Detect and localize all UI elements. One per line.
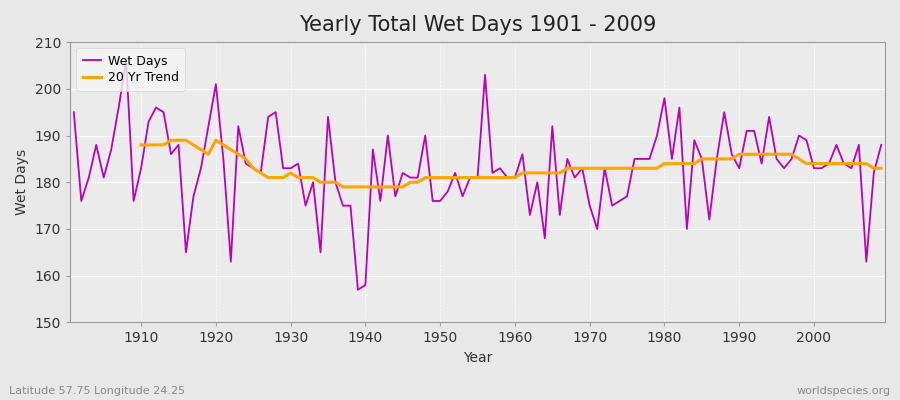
Wet Days	[614, 198, 625, 203]
20 Yr Trend	[338, 184, 348, 189]
20 Yr Trend	[285, 170, 296, 175]
Line: 20 Yr Trend: 20 Yr Trend	[141, 140, 881, 187]
Wet Days	[136, 166, 147, 171]
20 Yr Trend	[876, 166, 886, 171]
Text: worldspecies.org: worldspecies.org	[796, 386, 891, 396]
Legend: Wet Days, 20 Yr Trend: Wet Days, 20 Yr Trend	[76, 48, 184, 91]
Text: Latitude 57.75 Longitude 24.25: Latitude 57.75 Longitude 24.25	[9, 386, 185, 396]
Wet Days	[121, 58, 131, 63]
Wet Days	[301, 203, 311, 208]
20 Yr Trend	[853, 161, 864, 166]
20 Yr Trend	[315, 180, 326, 185]
Wet Days	[353, 287, 364, 292]
20 Yr Trend	[136, 142, 147, 147]
Wet Days	[345, 203, 356, 208]
Wet Days	[517, 152, 527, 157]
Wet Days	[525, 212, 535, 217]
Y-axis label: Wet Days: Wet Days	[15, 149, 29, 215]
Line: Wet Days: Wet Days	[74, 61, 881, 290]
20 Yr Trend	[532, 170, 543, 175]
X-axis label: Year: Year	[463, 351, 492, 365]
Wet Days	[876, 142, 886, 147]
Wet Days	[68, 110, 79, 114]
20 Yr Trend	[831, 161, 842, 166]
Title: Yearly Total Wet Days 1901 - 2009: Yearly Total Wet Days 1901 - 2009	[299, 15, 656, 35]
20 Yr Trend	[166, 138, 176, 143]
20 Yr Trend	[592, 166, 603, 171]
